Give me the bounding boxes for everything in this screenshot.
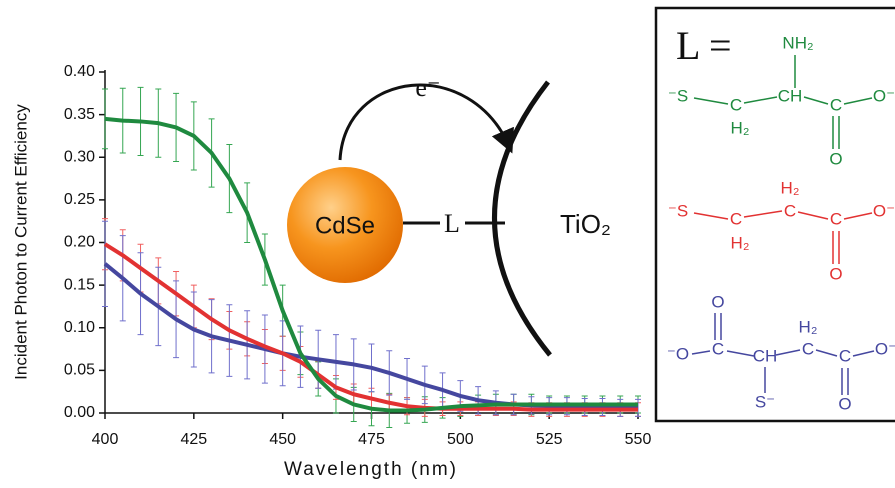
bond: [726, 350, 755, 357]
atom: H₂: [799, 317, 818, 336]
nanocrystal-label: CdSe: [315, 212, 375, 239]
atom: O: [838, 394, 851, 413]
bond: [693, 97, 729, 105]
atom: ⁻S: [668, 201, 688, 220]
atom: C: [784, 201, 796, 220]
bond: [743, 210, 783, 218]
atom: C: [730, 95, 742, 114]
atom: C: [830, 209, 842, 228]
atom: C: [730, 209, 742, 228]
atom: H₂: [781, 178, 800, 197]
atom: O: [711, 292, 724, 311]
ligand-blue: O ⁻O C CH S⁻ H₂ C C O⁻ O: [667, 292, 895, 413]
atom: C: [830, 95, 842, 114]
x-tick-label: 400: [92, 431, 119, 448]
atom: O⁻: [873, 201, 895, 220]
atom: O: [829, 149, 842, 168]
ligand-red: ⁻S C H₂ H₂ C C O⁻ O: [668, 178, 895, 283]
nanocrystal: [287, 167, 403, 283]
atom: C: [712, 339, 724, 358]
series-line: [104, 116, 638, 413]
y-tick-label: 0.00: [64, 404, 95, 421]
electron-label: e⁻: [415, 73, 440, 102]
linker-label: L: [444, 209, 460, 238]
atom: ⁻S: [668, 86, 688, 105]
bond: [743, 96, 778, 104]
y-tick-label: 0.15: [64, 276, 95, 293]
atom: NH₂: [782, 33, 813, 52]
atom: H₂: [731, 233, 750, 252]
panel-heading: L =: [676, 23, 732, 68]
x-tick-label: 550: [625, 431, 652, 448]
atom: O: [829, 264, 842, 283]
atom: CH: [753, 346, 778, 365]
bond: [693, 212, 729, 220]
electrode-label: TiO₂: [560, 209, 611, 239]
atom: O⁻: [875, 339, 895, 358]
bond: [852, 350, 875, 357]
y-axis-label: Incident Photon to Current Efficiency: [11, 104, 30, 380]
y-tick-label: 0.40: [64, 63, 95, 80]
atom: O⁻: [873, 86, 895, 105]
series-line: [103, 242, 638, 412]
bond: [815, 349, 838, 357]
atom: CH: [778, 86, 803, 105]
x-tick-label: 475: [358, 431, 385, 448]
x-tick-label: 525: [536, 431, 563, 448]
atom: C: [802, 339, 814, 358]
y-tick-label: 0.35: [64, 106, 95, 123]
atom: H₂: [731, 118, 750, 137]
atom: ⁻O: [667, 344, 689, 363]
x-axis-label: Wavelength (nm): [284, 459, 458, 480]
bond: [775, 349, 801, 356]
y-tick-label: 0.10: [64, 319, 95, 336]
x-tick-label: 500: [447, 431, 474, 448]
bond: [843, 97, 873, 105]
y-tick-label: 0.05: [64, 362, 95, 379]
electrode-surface: [492, 80, 552, 357]
y-tick-label: 0.30: [64, 148, 95, 165]
x-tick-label: 425: [180, 431, 207, 448]
plot: 0.00 0.05 0.10 0.15 0.20 0.25 0.30 0.35 0.40 400 4…: [64, 63, 652, 448]
x-tick-label: 450: [269, 431, 296, 448]
y-tick-label: 0.20: [64, 234, 95, 251]
atom: S⁻: [755, 392, 775, 411]
atom: C: [839, 346, 851, 365]
y-tick-label: 0.25: [64, 191, 95, 208]
electron-arrow: [338, 83, 514, 161]
ligand-box: [654, 6, 895, 423]
bond: [797, 211, 829, 220]
ligand-green: NH₂ ⁻S C H₂ CH C O⁻ O: [668, 33, 895, 168]
bond: [803, 96, 829, 105]
bond: [691, 350, 711, 355]
bond: [843, 212, 873, 220]
